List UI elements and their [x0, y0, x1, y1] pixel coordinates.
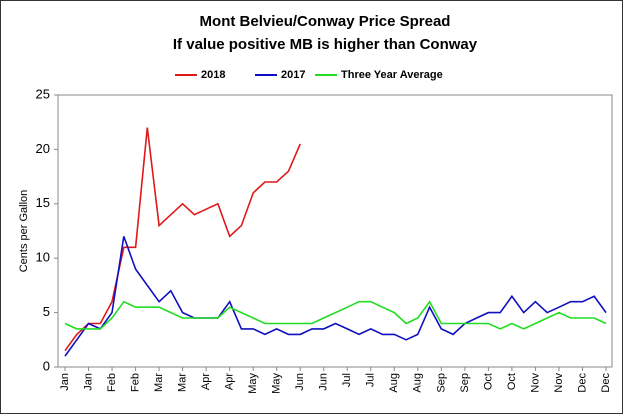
series-line — [64, 300, 607, 330]
x-tick-label: Jan — [59, 373, 71, 391]
x-tick-label: Oct — [482, 373, 494, 390]
y-tick-label: 10 — [36, 250, 50, 265]
x-tick-label: Jul — [365, 373, 377, 387]
legend-label: 2017 — [281, 69, 305, 81]
y-tick-label: 15 — [36, 195, 50, 210]
x-tick-label: Mar — [177, 373, 189, 392]
y-tick-label: 0 — [43, 358, 50, 373]
x-tick-label: Jun — [294, 373, 306, 391]
series-line — [64, 127, 301, 352]
y-tick-label: 20 — [36, 141, 50, 156]
x-tick-label: Aug — [412, 373, 424, 393]
x-tick-label: Dec — [600, 373, 612, 393]
x-tick-label: Jul — [341, 373, 353, 387]
x-tick-label: Feb — [106, 373, 118, 392]
legend-label: 2018 — [201, 69, 225, 81]
y-axis-label: Cents per Gallon — [18, 190, 30, 273]
x-tick-label: Sep — [435, 373, 447, 393]
chart-title: Mont Belvieu/Conway Price Spread — [200, 13, 451, 30]
x-tick-label: Sep — [459, 373, 471, 393]
x-tick-label: Nov — [529, 373, 541, 393]
x-tick-label: Apr — [200, 373, 212, 390]
x-tick-label: Jan — [82, 373, 94, 391]
y-tick-label: 5 — [43, 304, 50, 319]
x-tick-label: Dec — [576, 373, 588, 393]
y-tick-label: 25 — [36, 86, 50, 101]
x-tick-label: Mar — [153, 373, 165, 392]
x-tick-label: May — [247, 373, 259, 394]
x-tick-label: Nov — [553, 373, 565, 393]
legend-label: Three Year Average — [341, 69, 443, 81]
x-tick-label: May — [271, 373, 283, 394]
x-tick-label: Jun — [318, 373, 330, 391]
series-line — [64, 236, 607, 357]
plot-area — [57, 94, 613, 368]
x-tick-label: Feb — [129, 373, 141, 392]
x-tick-label: Oct — [506, 373, 518, 390]
x-tick-label: Apr — [224, 373, 236, 390]
chart-subtitle: If value positive MB is higher than Conw… — [173, 36, 478, 53]
x-tick-label: Aug — [388, 373, 400, 393]
